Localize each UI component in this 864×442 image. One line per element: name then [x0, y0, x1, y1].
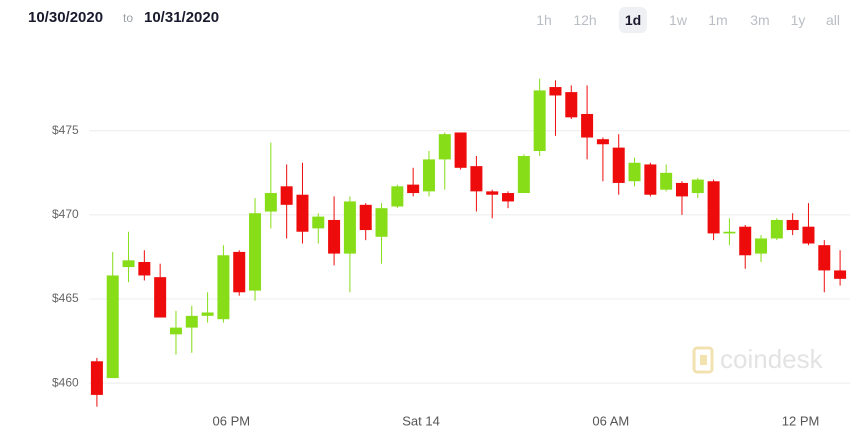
- watermark: coindesk: [720, 344, 824, 374]
- candle-body: [628, 162, 641, 182]
- candle-body: [802, 226, 815, 244]
- candle-body: [470, 166, 483, 192]
- y-tick-label: $460: [52, 375, 79, 389]
- candle-body: [233, 251, 246, 293]
- candle-body: [185, 315, 198, 328]
- range-button[interactable]: 1y: [790, 12, 806, 28]
- candle-body: [375, 208, 388, 237]
- candle-body: [454, 132, 467, 168]
- candle-body: [391, 186, 404, 207]
- candle-body: [138, 262, 151, 276]
- candle-body: [612, 147, 625, 183]
- candle-body: [581, 113, 594, 138]
- candle-body: [249, 213, 262, 291]
- candle-body: [770, 219, 783, 239]
- x-tick-label: 06 PM: [213, 413, 251, 428]
- candle-body: [660, 172, 673, 190]
- candle-body: [328, 219, 341, 254]
- candle-body: [280, 186, 293, 205]
- candle-body: [517, 156, 530, 194]
- candle-body: [502, 193, 515, 202]
- candle-body: [90, 361, 103, 395]
- range-button[interactable]: 1m: [708, 12, 728, 28]
- candle-body: [106, 275, 119, 379]
- date-to: 10/31/2020: [144, 9, 220, 26]
- x-tick-label: Sat 14: [402, 413, 440, 428]
- range-button[interactable]: 1d: [618, 7, 648, 33]
- date-separator: to: [123, 11, 134, 25]
- y-tick-label: $470: [52, 207, 79, 221]
- candle-body: [675, 182, 688, 197]
- date-from: 10/30/2020: [28, 9, 104, 26]
- range-button[interactable]: 1h: [536, 12, 552, 28]
- y-tick-label: $475: [52, 123, 79, 137]
- candle-body: [834, 270, 847, 279]
- candle-body: [565, 92, 578, 118]
- candle-body: [264, 193, 277, 212]
- range-button[interactable]: 12h: [573, 12, 597, 28]
- candle-body: [739, 226, 752, 256]
- candle-body: [296, 194, 309, 232]
- candle-body: [486, 191, 499, 195]
- candle-body: [596, 139, 609, 145]
- watermark-logo: [692, 346, 714, 374]
- range-button[interactable]: 3m: [750, 12, 770, 28]
- candle-body: [201, 312, 214, 316]
- candle-body: [644, 164, 657, 195]
- y-tick-label: $465: [52, 291, 79, 305]
- candle-body: [691, 179, 704, 194]
- candle-body: [707, 181, 720, 234]
- range-button[interactable]: all: [825, 12, 841, 28]
- grid: [89, 130, 850, 384]
- candle-body: [359, 204, 372, 231]
- candle-body: [723, 231, 736, 234]
- candle-body: [438, 134, 451, 160]
- candle-body: [549, 87, 562, 96]
- range-button[interactable]: 1w: [669, 12, 687, 28]
- candle-body: [154, 277, 167, 318]
- candle-body: [533, 90, 546, 151]
- candle-body: [786, 219, 799, 231]
- candle-body: [122, 260, 135, 268]
- candle-body: [755, 238, 768, 254]
- x-tick-label: 06 AM: [592, 413, 629, 428]
- candle-body: [343, 201, 356, 254]
- candle-body: [422, 159, 435, 192]
- candle-body: [407, 184, 420, 194]
- candle-body: [217, 255, 230, 320]
- candle-body: [312, 216, 325, 229]
- candle-body: [169, 327, 182, 335]
- x-tick-label: 12 PM: [782, 413, 820, 428]
- header: 10/30/2020 to 10/31/2020 1h 12h 1d 1w 1m 3m 1y…: [0, 0, 864, 40]
- candle-body: [818, 245, 831, 271]
